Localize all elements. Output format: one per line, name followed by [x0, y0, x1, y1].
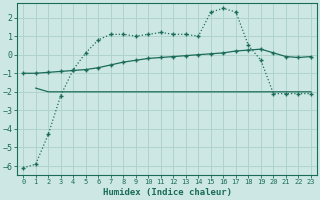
X-axis label: Humidex (Indice chaleur): Humidex (Indice chaleur)	[103, 188, 232, 197]
